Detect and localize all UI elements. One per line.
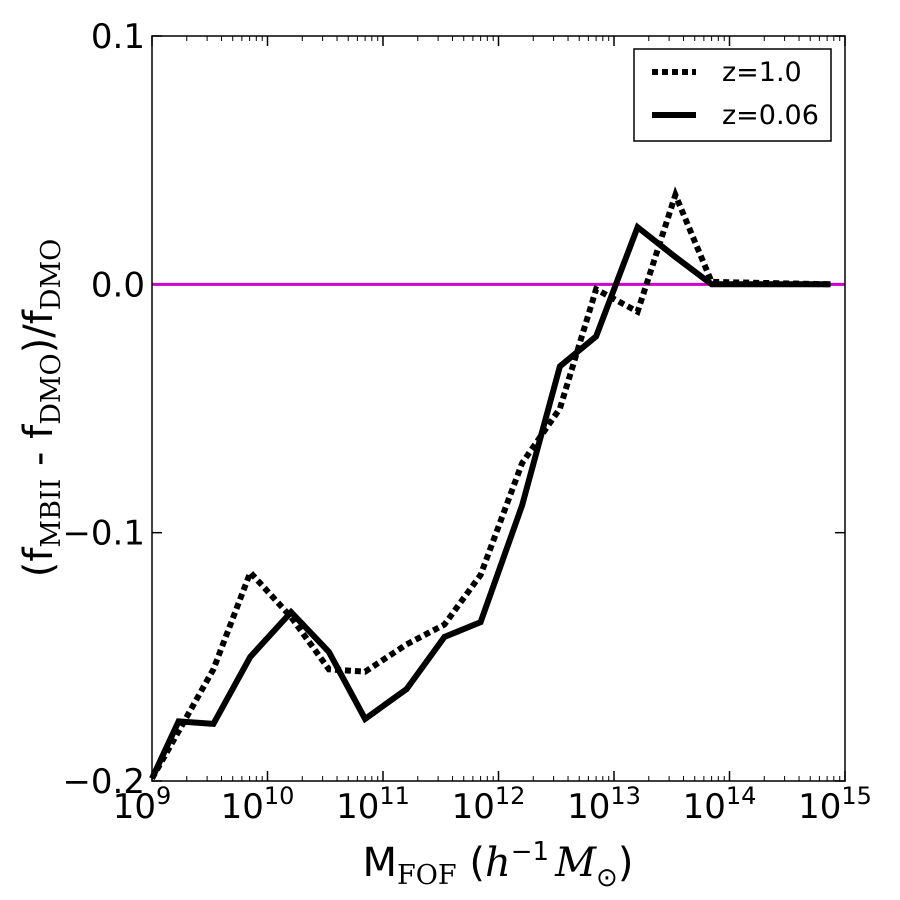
legend: z=1.0 z=0.06 — [633, 48, 832, 142]
y-tick-label: 0.0 — [91, 265, 145, 305]
y-tick-label: 0.1 — [91, 17, 145, 57]
x-axis-label: MFOF (h−1 M⊙) — [363, 837, 634, 893]
plot-frame — [151, 35, 846, 782]
x-tick-label: 109 — [113, 782, 172, 827]
x-tick-label: 1012 — [452, 782, 526, 827]
legend-box — [633, 48, 832, 142]
series-layer — [149, 186, 845, 780]
x-tick-label: 1010 — [221, 782, 295, 827]
legend-label-z006: z=0.06 — [722, 100, 819, 131]
y-tick-label: −0.1 — [62, 514, 145, 554]
series-line-z006 — [149, 222, 831, 780]
x-tick-label: 1011 — [336, 782, 410, 827]
series-line-z1 — [149, 186, 831, 780]
x-tick-label: 1015 — [798, 782, 872, 827]
x-tick-label: 1014 — [683, 782, 757, 827]
legend-label-z1: z=1.0 — [722, 57, 802, 88]
x-tick-label: 1013 — [567, 782, 641, 827]
y-tick-label: −0.2 — [62, 762, 145, 802]
tick-labels: 109 1010 1011 1012 1013 1014 1015 0.1 0.0 −0.1 −0.… — [62, 17, 871, 827]
y-axis-label: (fMBII - fDMO)/fDMO — [16, 239, 67, 578]
